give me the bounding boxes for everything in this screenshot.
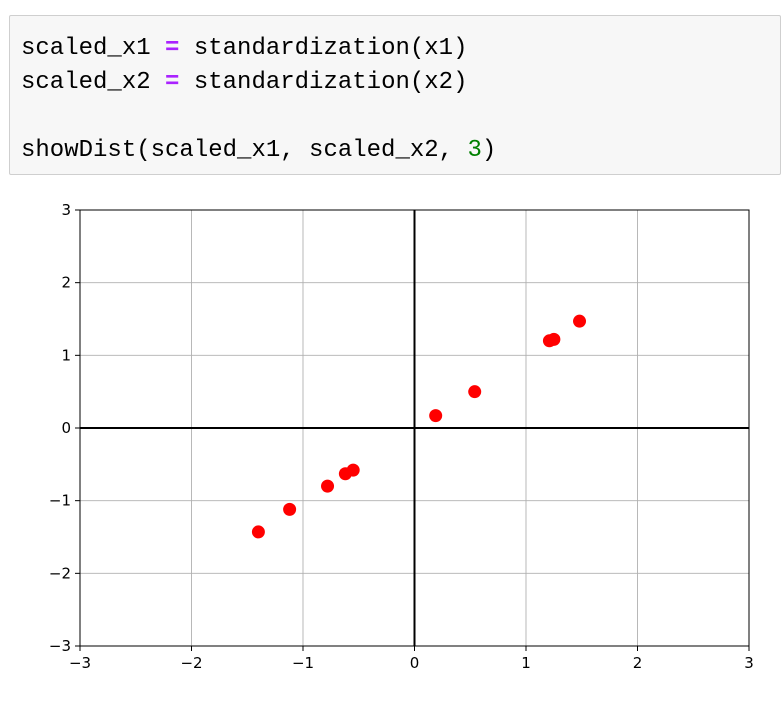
code-cell-input[interactable]: scaled_x1 = standardization(x1) scaled_x2…: [9, 15, 781, 175]
y-tick-label: −2: [49, 564, 71, 582]
data-point: [283, 502, 297, 516]
y-tick-label: 2: [61, 274, 71, 292]
code-token: scaled_x1: [21, 35, 166, 62]
data-point: [321, 479, 335, 493]
x-tick-label: 1: [521, 654, 531, 672]
data-point: [346, 463, 360, 477]
code-number: 3: [467, 137, 482, 164]
code-line: scaled_x2 = standardization(x2): [21, 66, 496, 100]
code-operator: =: [165, 69, 180, 96]
data-point: [429, 409, 443, 423]
y-tick-label: −3: [49, 637, 71, 655]
x-tick-label: 3: [744, 654, 754, 672]
data-point: [573, 314, 587, 328]
data-point: [468, 385, 482, 399]
scatter-chart: −3 −2 −1 0 1 2 3 −3 −2 −1 0 1 2 3: [49, 201, 754, 672]
y-tick-label: 1: [61, 346, 71, 364]
code-line: [21, 100, 496, 134]
x-tick-label: −1: [292, 654, 314, 672]
data-point: [251, 525, 265, 539]
code-operator: =: [165, 35, 180, 62]
code-token: showDist(scaled_x1, scaled_x2,: [21, 137, 468, 164]
output-area: −3 −2 −1 0 1 2 3 −3 −2 −1 0 1 2 3: [0, 180, 784, 702]
data-point: [547, 332, 561, 346]
y-tick-label: −1: [49, 492, 71, 510]
code-line: scaled_x1 = standardization(x1): [21, 32, 496, 66]
code-token: standardization(x2): [179, 69, 468, 96]
x-tick-label: 2: [633, 654, 643, 672]
x-tick-label: −2: [180, 654, 202, 672]
code-token: ): [481, 137, 497, 164]
code-editor[interactable]: scaled_x1 = standardization(x1) scaled_x2…: [21, 32, 496, 168]
code-token: standardization(x1): [179, 35, 468, 62]
code-token: scaled_x2: [21, 69, 166, 96]
x-tick-label: 0: [410, 654, 420, 672]
y-tick-label: 0: [61, 419, 71, 437]
code-line: showDist(scaled_x1, scaled_x2, 3): [21, 134, 496, 168]
x-tick-label: −3: [69, 654, 91, 672]
y-tick-label: 3: [61, 201, 71, 219]
